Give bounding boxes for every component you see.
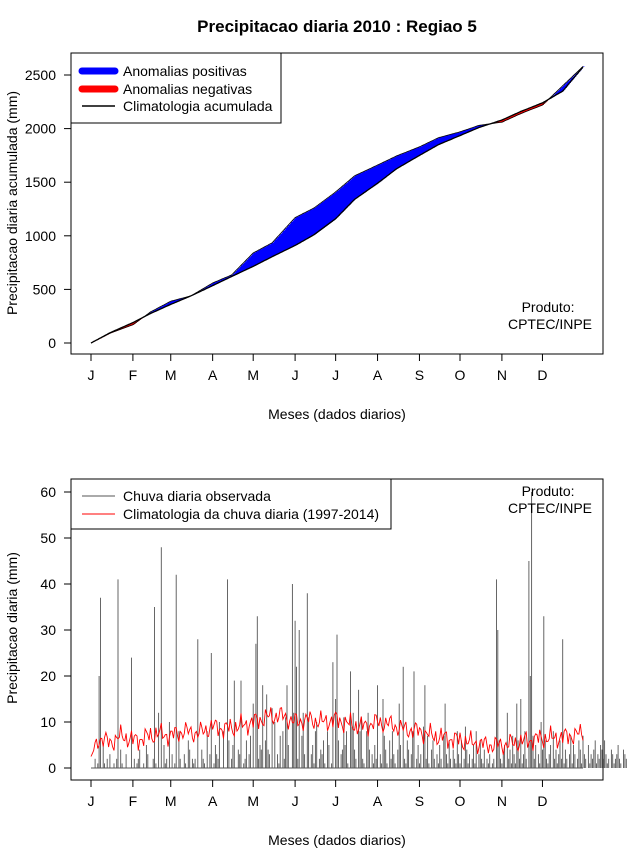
top-annotation: Produto: CPTEC/INPE (508, 299, 592, 332)
top-y-axis: 0 500 1000 1500 2000 2500 (25, 67, 72, 351)
bottom-x-tick-label: O (455, 793, 466, 809)
top-y-tick-label: 2500 (25, 67, 56, 83)
legend-observed-label: Chuva diaria observada (123, 488, 271, 504)
top-panel: 0 500 1000 1500 2000 2500 J F M A M J J A S O N D Meses … (4, 52, 604, 422)
climatology-cumulative-line (90, 66, 584, 344)
legend-positive-label: Anomalias positivas (123, 63, 247, 79)
bottom-y-tick-label: 40 (40, 576, 56, 592)
top-x-tick-label: J (88, 367, 95, 383)
bottom-x-axis-label: Meses (dados diarios) (268, 832, 406, 848)
bottom-x-tick-label: J (332, 793, 339, 809)
top-y-axis-label: Precipitacao diaria acumulada (mm) (4, 91, 20, 315)
top-x-tick-label: M (165, 367, 177, 383)
observed-daily-bars (91, 492, 627, 769)
bottom-y-tick-label: 0 (48, 760, 56, 776)
top-legend: Anomalias positivas Anomalias negativas … (70, 52, 282, 124)
top-x-tick-label: S (415, 367, 424, 383)
top-x-tick-label: O (455, 367, 466, 383)
observed-cumulative-line (90, 66, 584, 344)
bottom-y-tick-label: 10 (40, 714, 56, 730)
bottom-annotation-line-1: Produto: (522, 483, 575, 499)
bottom-annotation-line-2: CPTEC/INPE (508, 500, 592, 516)
bottom-x-tick-label: A (208, 793, 218, 809)
bottom-x-tick-label: D (537, 793, 547, 809)
bottom-x-tick-label: F (129, 793, 138, 809)
bottom-y-tick-label: 30 (40, 622, 56, 638)
top-annotation-line-1: Produto: (522, 299, 575, 315)
top-plot-area (90, 66, 585, 344)
legend-climatology-label: Climatologia acumulada (123, 98, 273, 114)
bottom-y-axis-label: Precipitacao diaria (mm) (4, 552, 20, 704)
top-x-tick-label: J (332, 367, 339, 383)
top-x-tick-label: A (208, 367, 218, 383)
chart-title: Precipitacao diaria 2010 : Regiao 5 (197, 17, 477, 36)
top-y-tick-label: 0 (48, 335, 56, 351)
bottom-y-tick-label: 20 (40, 668, 56, 684)
bottom-x-tick-label: J (292, 793, 299, 809)
bottom-x-tick-label: M (247, 793, 259, 809)
legend-negative-label: Anomalias negativas (123, 81, 252, 97)
bottom-legend-box (70, 478, 392, 530)
bottom-x-tick-label: A (373, 793, 383, 809)
top-y-tick-label: 1000 (25, 228, 56, 244)
top-y-tick-label: 500 (33, 281, 57, 297)
bottom-x-tick-label: N (497, 793, 507, 809)
top-annotation-line-2: CPTEC/INPE (508, 316, 592, 332)
bottom-y-axis: 0 10 20 30 40 50 60 (40, 484, 72, 776)
climatology-daily-line (90, 707, 584, 757)
top-x-tick-label: F (129, 367, 138, 383)
bottom-x-tick-label: S (415, 793, 424, 809)
top-x-tick-label: D (537, 367, 547, 383)
top-x-tick-label: A (373, 367, 383, 383)
top-y-tick-label: 1500 (25, 174, 56, 190)
bottom-y-tick-label: 50 (40, 530, 56, 546)
top-x-tick-label: N (497, 367, 507, 383)
bottom-x-tick-label: J (88, 793, 95, 809)
top-x-tick-label: M (247, 367, 259, 383)
top-x-tick-label: J (292, 367, 299, 383)
legend-climatology-daily-label: Climatologia da chuva diaria (1997-2014) (123, 506, 379, 522)
bottom-y-tick-label: 60 (40, 484, 56, 500)
bottom-panel: 0 10 20 30 40 50 60 J F M A M J J A S O N D Meses (dados … (4, 478, 627, 848)
bottom-annotation: Produto: CPTEC/INPE (508, 483, 592, 516)
top-y-tick-label: 2000 (25, 121, 56, 137)
bottom-legend: Chuva diaria observada Climatologia da c… (70, 478, 392, 530)
top-x-axis-label: Meses (dados diarios) (268, 406, 406, 422)
bottom-x-tick-label: M (165, 793, 177, 809)
